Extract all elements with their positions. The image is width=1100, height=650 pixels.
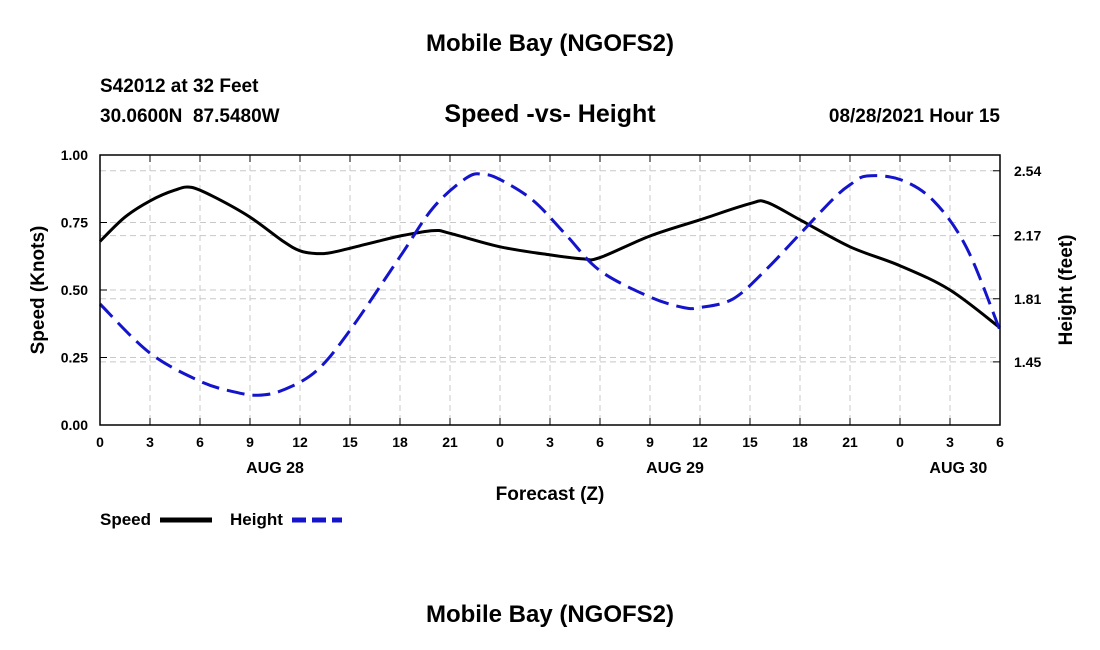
x-axis-label: Forecast (Z) bbox=[496, 484, 605, 505]
x-tick-label: 18 bbox=[392, 434, 408, 450]
y-axis-label: Speed (Knots) bbox=[28, 226, 49, 355]
y2-axis-label: Height (feet) bbox=[1056, 235, 1077, 346]
y-tick-label: 0.50 bbox=[61, 282, 88, 298]
x-tick-label: 9 bbox=[246, 434, 254, 450]
station-label: S42012 at 32 Feet bbox=[100, 76, 259, 97]
y2-tick-label: 2.54 bbox=[1014, 163, 1041, 179]
y2-tick-label: 1.45 bbox=[1014, 354, 1041, 370]
x-tick-label: 6 bbox=[196, 434, 204, 450]
y-tick-label: 0.00 bbox=[61, 417, 88, 433]
x-tick-label: 3 bbox=[546, 434, 554, 450]
y2-tick-label: 2.17 bbox=[1014, 228, 1041, 244]
y2-tick-label: 1.81 bbox=[1014, 291, 1041, 307]
date-label: AUG 29 bbox=[646, 460, 704, 477]
y-tick-label: 0.75 bbox=[61, 215, 88, 231]
coordinates-label: 30.0600N 87.5480W bbox=[100, 106, 280, 127]
x-tick-label: 15 bbox=[742, 434, 758, 450]
x-tick-label: 21 bbox=[442, 434, 458, 450]
x-tick-label: 0 bbox=[896, 434, 904, 450]
x-tick-label: 0 bbox=[96, 434, 104, 450]
x-tick-label: 9 bbox=[646, 434, 654, 450]
x-tick-label: 6 bbox=[996, 434, 1004, 450]
top-title: Mobile Bay (NGOFS2) bbox=[425, 30, 675, 57]
ticks bbox=[99, 154, 1001, 426]
bottom-title: Mobile Bay (NGOFS2) bbox=[425, 601, 675, 628]
legend-label-speed: Speed bbox=[100, 510, 151, 529]
series-layer bbox=[98, 172, 1002, 397]
x-tick-label: 3 bbox=[146, 434, 154, 450]
x-tick-label: 18 bbox=[792, 434, 808, 450]
series-line-speed bbox=[98, 185, 1001, 329]
x-tick-label: 21 bbox=[842, 434, 858, 450]
x-tick-label: 0 bbox=[496, 434, 504, 450]
date-label: AUG 28 bbox=[246, 460, 304, 477]
y-tick-label: 1.00 bbox=[61, 147, 88, 163]
date-label: AUG 30 bbox=[929, 460, 987, 477]
x-tick-label: 12 bbox=[692, 434, 708, 450]
tick-labels: 0 3 6 9 12 15 18 21 0 3 6 9 12 15 18 21 0 3 6 0.00 0.25 0.50 0… bbox=[61, 147, 1042, 477]
timestamp-label: 08/28/2021 Hour 15 bbox=[828, 106, 1000, 127]
x-tick-label: 3 bbox=[946, 434, 954, 450]
legend-label-height: Height bbox=[230, 510, 283, 529]
y-tick-label: 0.25 bbox=[61, 350, 88, 366]
legend: Speed Height bbox=[100, 510, 342, 529]
x-tick-label: 15 bbox=[342, 434, 358, 450]
x-tick-label: 6 bbox=[596, 434, 604, 450]
chart-title: Speed -vs- Height bbox=[444, 100, 656, 128]
grid bbox=[100, 155, 1000, 425]
x-tick-label: 12 bbox=[292, 434, 308, 450]
